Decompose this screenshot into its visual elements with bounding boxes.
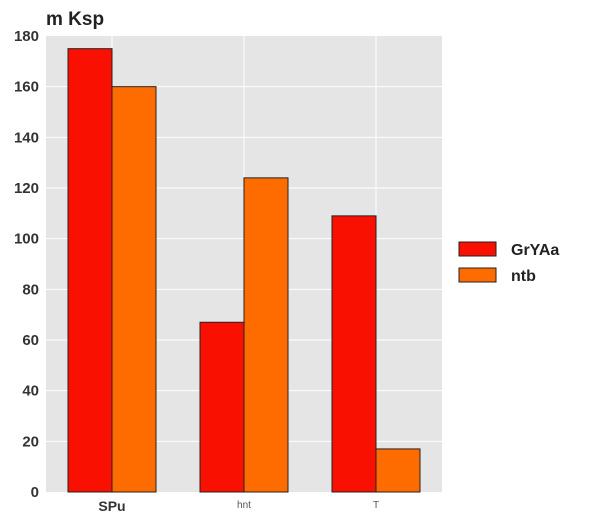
bar-ntb-T [375, 448, 421, 493]
y-tick-label: 100 [14, 231, 39, 248]
legend: GrYAa ntb [458, 241, 559, 285]
bar-ntb-hnt [243, 177, 289, 493]
y-tick-label: 140 [14, 129, 39, 146]
legend-swatch [458, 241, 497, 257]
y-tick-label: 0 [31, 484, 39, 501]
y-tick-label: 160 [14, 79, 39, 96]
x-tick-label: SPu [98, 498, 125, 514]
y-tick-label: 120 [14, 180, 39, 197]
bar-ntb-SPu [111, 86, 157, 493]
y-tick-label: 60 [22, 332, 39, 349]
bar-GrYAa-hnt [199, 321, 245, 493]
y-tick-label: 20 [22, 433, 39, 450]
x-tick-label: hnt [237, 500, 251, 511]
x-axis-ticks: SPu hnt T [98, 498, 379, 514]
legend-label: ntb [511, 268, 536, 285]
bar-GrYAa-T [331, 215, 377, 493]
legend-swatch [458, 267, 497, 283]
bars [67, 48, 421, 493]
y-tick-label: 80 [22, 281, 39, 298]
y-tick-label: 40 [22, 383, 39, 400]
legend-label: GrYAa [511, 242, 559, 259]
y-tick-label: 180 [14, 28, 39, 45]
chart-title: m Ksp [46, 9, 104, 30]
bar-GrYAa-SPu [67, 48, 113, 493]
y-axis-ticks: 0 20 40 60 80 100 120 140 160 180 [14, 28, 39, 501]
x-tick-label: T [373, 500, 379, 511]
